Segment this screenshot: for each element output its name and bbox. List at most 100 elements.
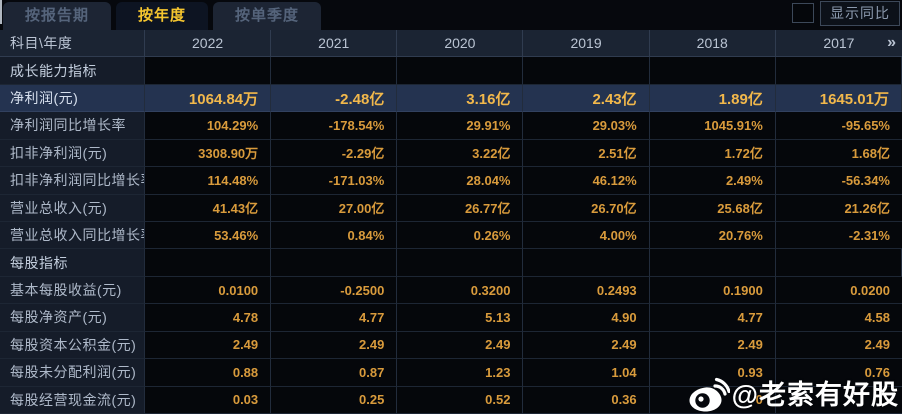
value-cell <box>649 249 776 277</box>
value-cell: 0.76 <box>775 359 902 387</box>
row-label: 每股经营现金流(元) <box>0 386 145 414</box>
value-cell: 29.03% <box>523 112 650 140</box>
value-cell: 4.58 <box>775 304 902 332</box>
value-cell: 1.23 <box>397 359 524 387</box>
show-yoy-checkbox[interactable] <box>792 3 814 23</box>
value-cell: 0.88 <box>145 359 272 387</box>
value-cell: 0.0200 <box>775 276 902 305</box>
value-cell: 4.77 <box>649 304 776 332</box>
value-cell: 53.46% <box>145 222 272 250</box>
period-tabs: 按报告期 按年度 按单季度 <box>0 2 326 30</box>
value-cell: 2.49 <box>523 331 650 360</box>
value-cell <box>145 249 272 277</box>
row-label: 净利润(元) <box>0 84 145 113</box>
scroll-more-icon[interactable]: » <box>887 34 896 52</box>
value-cell: 1064.84万 <box>145 84 272 113</box>
value-cell: -0.2500 <box>271 276 398 305</box>
value-cell: 1045.91% <box>649 112 776 140</box>
row-label: 每股净资产(元) <box>0 304 145 332</box>
value-cell: 29.91% <box>397 112 524 140</box>
show-yoy-label[interactable]: 显示同比 <box>820 0 900 26</box>
value-cell: 3.16亿 <box>397 84 524 113</box>
row-label: 净利润同比增长率 <box>0 112 145 140</box>
value-cell <box>271 57 398 85</box>
value-cell: 0.3200 <box>397 276 524 305</box>
value-cell: -171.03% <box>271 167 398 195</box>
value-cell: 4.90 <box>523 304 650 332</box>
value-cell: 2.49 <box>775 331 902 360</box>
value-cell: 46.12% <box>523 167 650 195</box>
value-cell: 3308.90万 <box>145 139 272 168</box>
value-cell <box>523 57 650 85</box>
value-cell: 0.36 <box>523 386 650 414</box>
value-cell: 27.00亿 <box>271 194 398 222</box>
left-edge-highlight <box>0 0 2 24</box>
value-cell: 26.70亿 <box>523 194 650 222</box>
value-cell: 2.49 <box>145 331 272 360</box>
value-cell: 28.04% <box>397 167 524 195</box>
corner-header: 科目\年度 <box>0 30 145 58</box>
value-cell <box>775 57 902 85</box>
row-label: 营业总收入(元) <box>0 194 145 222</box>
value-cell: 0.84% <box>271 222 398 250</box>
value-cell: 0.87 <box>271 359 398 387</box>
year-header-2019: 2019 <box>523 30 650 58</box>
financial-indicators-table: 科目\年度 2022 2021 2020 2019 2018 2017» 成长能力指标 净利润(… <box>0 30 902 414</box>
value-cell: 2.49 <box>271 331 398 360</box>
value-cell: 1645.01万 <box>775 84 902 113</box>
value-cell: 21.26亿 <box>775 194 902 222</box>
value-cell: 3.22亿 <box>397 139 524 168</box>
tab-0[interactable]: 按报告期 <box>3 2 112 30</box>
value-cell: 5.13 <box>397 304 524 332</box>
value-cell: 0.52 <box>397 386 524 414</box>
value-cell: -95.65% <box>775 112 902 140</box>
value-cell: 0.03 <box>145 386 272 414</box>
value-cell <box>775 386 902 414</box>
value-cell: 0.25 <box>271 386 398 414</box>
year-header-2018: 2018 <box>649 30 776 58</box>
value-cell: 26.77亿 <box>397 194 524 222</box>
value-cell: 0.93 <box>649 359 776 387</box>
year-header-2020: 2020 <box>397 30 524 58</box>
value-cell: -2.48亿 <box>271 84 398 113</box>
value-cell: -56.34% <box>775 167 902 195</box>
row-label: 扣非净利润(元) <box>0 139 145 168</box>
value-cell: 0.1900 <box>649 276 776 305</box>
row-label: 营业总收入同比增长率 <box>0 222 145 250</box>
value-cell <box>775 249 902 277</box>
value-cell: 2.51亿 <box>523 139 650 168</box>
value-cell: 0.0100 <box>145 276 272 305</box>
row-label: 每股资本公积金(元) <box>0 331 145 360</box>
value-cell: -2.29亿 <box>271 139 398 168</box>
value-cell: 4.77 <box>271 304 398 332</box>
value-cell: -178.54% <box>271 112 398 140</box>
value-cell: -2.31% <box>775 222 902 250</box>
value-cell: 2.43亿 <box>523 84 650 113</box>
value-cell <box>523 249 650 277</box>
section-header: 成长能力指标 <box>0 57 145 85</box>
value-cell: 20.76% <box>649 222 776 250</box>
value-cell <box>397 57 524 85</box>
value-cell <box>649 57 776 85</box>
value-cell: 4.78 <box>145 304 272 332</box>
value-cell <box>271 249 398 277</box>
year-header-2022: 2022 <box>145 30 272 58</box>
row-label: 每股未分配利润(元) <box>0 359 145 387</box>
section-header: 每股指标 <box>0 249 145 277</box>
period-tab-bar: 按报告期 按年度 按单季度 显示同比 <box>0 0 902 30</box>
tab-2[interactable]: 按单季度 <box>213 2 322 30</box>
value-cell <box>145 57 272 85</box>
tab-1[interactable]: 按年度 <box>116 2 209 30</box>
value-cell: 1.68亿 <box>775 139 902 168</box>
value-cell: 0.2493 <box>523 276 650 305</box>
value-cell: 2.49 <box>649 331 776 360</box>
value-cell: 4.00% <box>523 222 650 250</box>
value-cell: 104.29% <box>145 112 272 140</box>
value-cell: 25.68亿 <box>649 194 776 222</box>
row-label: 基本每股收益(元) <box>0 276 145 305</box>
year-header-2017: 2017» <box>775 30 902 58</box>
value-cell: 1.04 <box>523 359 650 387</box>
value-cell: 0 <box>649 386 776 414</box>
value-cell: 41.43亿 <box>145 194 272 222</box>
